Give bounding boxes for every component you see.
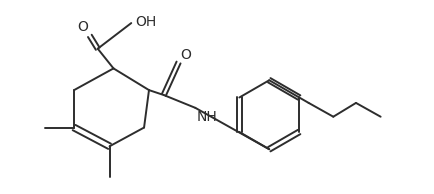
Text: OH: OH: [135, 15, 156, 29]
Text: O: O: [181, 48, 191, 61]
Text: O: O: [77, 20, 88, 34]
Text: NH: NH: [196, 110, 217, 124]
